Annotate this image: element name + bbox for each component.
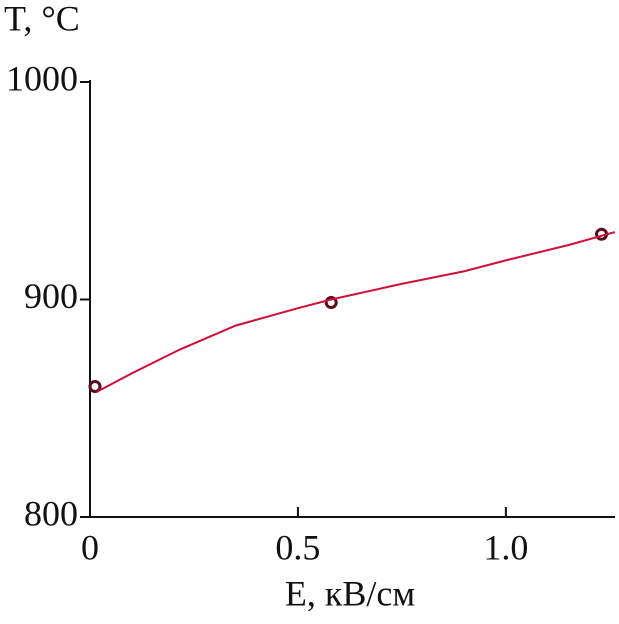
x-tick-label: 0.5 — [275, 527, 320, 567]
data-point — [324, 296, 338, 310]
y-axis-label: T, °C — [4, 0, 80, 38]
x-axis-label: E, кВ/см — [285, 573, 415, 613]
x-tick-label: 1.0 — [483, 527, 528, 567]
y-tick-label: 800 — [24, 493, 78, 533]
y-tick-label: 900 — [24, 276, 78, 316]
x-tick-label: 0 — [81, 527, 99, 567]
data-point — [88, 380, 102, 393]
y-tick-label: 1000 — [6, 58, 78, 98]
fit-line — [96, 231, 616, 393]
